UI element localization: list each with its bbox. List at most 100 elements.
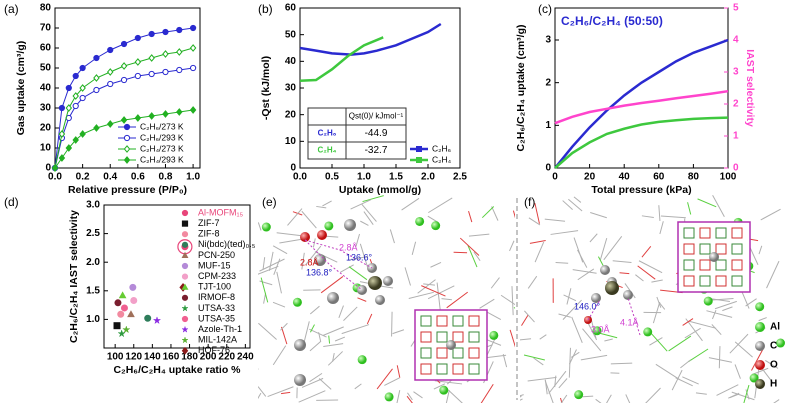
table-cell: -32.7 [365,145,388,156]
marker [134,58,142,66]
marker [134,114,142,122]
bond [659,221,664,235]
bond [544,379,548,395]
bond [520,338,532,341]
bond [560,397,563,403]
marker [106,120,114,128]
series-line [554,116,729,169]
x-tick-label: 40 [619,172,631,183]
bond [571,316,583,343]
bond [695,392,707,395]
marker [181,283,189,290]
inset-cell [436,363,448,375]
marker [162,28,169,36]
y-axis-label: Gas uptake (cm³/g) [15,41,27,136]
y-tick-label: 30 [40,103,52,114]
bond [527,275,538,289]
marker [148,30,155,38]
bond [570,351,580,358]
bond [366,313,373,325]
bond [687,202,692,215]
y-tick-label: 1 [545,120,551,131]
atom [314,254,326,266]
inset-cell [436,347,448,359]
bond [357,297,367,302]
legend-atom [755,379,765,389]
bond [340,264,354,273]
y-tick-label: 40 [40,83,52,94]
bond [281,326,288,345]
atom [600,265,610,275]
bond [712,309,717,320]
bond [597,332,618,339]
atom [623,290,633,300]
bond [362,195,384,203]
bond [560,394,568,403]
atom [755,302,765,312]
x-tick-label: 140 [144,352,161,363]
bond [577,249,588,268]
bond [563,294,577,302]
bond [773,399,780,403]
inset-cell [699,275,711,287]
legend-atom [755,341,765,351]
marker [181,241,189,248]
marker [181,209,189,217]
marker [117,310,125,318]
bond [341,324,370,335]
x-tick-label: 60 [653,172,665,183]
bond [384,377,400,386]
inset-cell [683,275,695,287]
legend-label: TJT-100 [198,282,231,292]
bond [512,210,515,219]
marker [58,130,66,138]
x-axis-label: Relative pressure (P/P₀) [68,184,187,196]
y-tick-label: 50 [285,29,297,40]
bond [262,257,266,270]
marker [181,251,189,258]
marker [120,62,128,70]
marker [93,54,100,62]
atom [776,338,786,348]
marker [106,68,114,76]
marker [181,325,189,333]
y-tick-label: 1.0 [86,314,100,325]
bond [280,391,291,395]
inset-cell [420,347,432,359]
bond [407,392,413,401]
bond [258,368,259,370]
y-tick-label: 1.5 [86,285,100,296]
marker [120,76,128,84]
bond [729,333,749,354]
y2-tick-label: 4 [733,35,739,46]
bond [580,354,608,361]
marker [58,154,66,162]
series-line [299,22,442,56]
marker [58,104,66,112]
x-tick-label: 2.0 [421,172,435,183]
table-cell: C₂H₄ [318,146,337,155]
bond [436,282,441,313]
legend-label: C₂H₆/273 K [140,121,184,131]
bond [360,220,369,226]
x-tick-label: 100 [720,172,737,183]
bond [641,245,652,258]
marker [65,84,72,92]
marker [93,74,100,82]
x-axis-label: Uptake (mmol/g) [339,184,421,196]
bond [355,233,361,247]
marker [176,108,183,116]
legend-label: UTSA-33 [198,303,235,313]
inset-cell [699,259,711,271]
atom [344,219,356,231]
x-tick-label: 0.5 [325,172,339,183]
bond [376,368,393,390]
marker [120,304,128,312]
structure-e [258,195,515,403]
bond [260,277,269,303]
marker [72,92,79,100]
bond [523,354,545,361]
bond [468,211,473,223]
atom [261,222,271,232]
atom [324,221,334,231]
